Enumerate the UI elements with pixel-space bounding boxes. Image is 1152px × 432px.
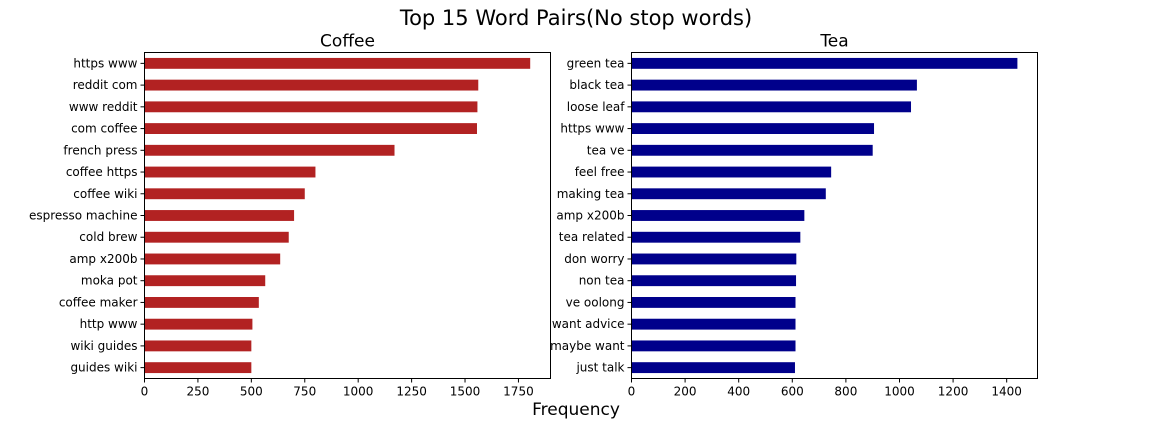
coffee-x-tick-label: 0 [141,385,149,399]
coffee-x-tick-label: 500 [240,385,263,399]
tea-category-label: non tea [579,274,625,288]
coffee-category-label: wiki guides [70,339,137,353]
tea-panel: Tea green tea black tea loose leaf https www… [550,32,1038,399]
figure-title: Top 15 Word Pairs(No stop words) [399,6,752,30]
tea-category-label: making tea [557,187,625,201]
tea-category-label: tea ve [587,143,625,157]
tea-bar [631,57,1018,69]
tea-x-tick-label: 1000 [884,385,915,399]
coffee-bar [144,275,266,287]
coffee-category-label: coffee wiki [73,187,137,201]
tea-x-tick-label: 600 [781,385,804,399]
coffee-x-tick-label: 1750 [503,385,534,399]
tea-x-tick-label: 1400 [991,385,1022,399]
coffee-bar [144,231,289,243]
coffee-category-label: cold brew [79,230,137,244]
coffee-title: Coffee [320,32,375,52]
tea-bar [631,231,801,243]
tea-title: Tea [819,32,848,52]
x-axis-label: Frequency [532,400,620,420]
coffee-category-label: amp x200b [69,252,137,266]
tea-category-label: feel free [575,165,625,179]
coffee-x-tick-label: 250 [186,385,209,399]
coffee-bar [144,210,295,221]
tea-category-label: just talk [575,361,624,375]
tea-bar [631,144,873,156]
tea-category-label: want advice [552,317,625,331]
coffee-category-label: https www [73,56,137,70]
tea-category-label: amp x200b [556,209,624,223]
coffee-category-label: www reddit [69,100,138,114]
coffee-category-label: espresso machine [29,209,138,223]
coffee-bar [144,79,479,91]
tea-category-label: black tea [569,78,624,92]
tea-x-tick-label: 800 [834,385,857,399]
tea-category-label: loose leaf [567,100,626,114]
coffee-category-label: moka pot [81,274,138,288]
tea-bar [631,253,797,265]
coffee-axes-frame [144,52,551,379]
tea-bar [631,166,832,178]
tea-category-label: ve oolong [566,295,625,309]
coffee-x-tick-label: 750 [293,385,316,399]
coffee-bar [144,362,252,374]
coffee-panel: Coffee https www reddit com www reddit com c… [29,32,551,399]
coffee-category-label: french press [63,143,137,157]
tea-bar [631,340,796,352]
coffee-bar [144,253,281,265]
coffee-bar [144,340,252,352]
tea-bar [631,79,917,91]
tea-bar [631,101,912,113]
coffee-bar [144,101,478,113]
tea-bar [631,362,795,374]
tea-x-tick-label: 200 [674,385,697,399]
tea-bar [631,210,805,221]
coffee-x-tick-label: 1250 [396,385,427,399]
tea-bar [631,275,797,287]
tea-bar [631,297,796,308]
tea-category-label: tea related [559,230,625,244]
coffee-x-tick-label: 1000 [343,385,374,399]
tea-category-label: https www [560,122,624,136]
coffee-category-label: reddit com [73,78,138,92]
coffee-category-label: http www [80,317,138,331]
coffee-bar [144,166,316,178]
coffee-bar [144,123,477,134]
coffee-bar [144,188,305,200]
tea-x-tick-label: 0 [628,385,636,399]
tea-x-tick-label: 400 [727,385,750,399]
coffee-x-tick-label: 1500 [450,385,481,399]
tea-bar [631,188,826,200]
tea-bar [631,123,875,134]
tea-x-tick-label: 1200 [938,385,969,399]
coffee-bar [144,297,259,308]
tea-category-label: don worry [564,252,624,266]
coffee-category-label: coffee maker [59,295,138,309]
coffee-bar [144,57,531,69]
coffee-bar [144,318,253,330]
coffee-category-label: com coffee [71,122,137,136]
tea-bar [631,318,796,330]
tea-category-label: green tea [567,56,625,70]
tea-category-label: maybe want [550,339,625,353]
tea-axes-frame [631,52,1038,379]
coffee-bar [144,144,395,156]
coffee-category-label: coffee https [66,165,138,179]
coffee-category-label: guides wiki [70,361,137,375]
